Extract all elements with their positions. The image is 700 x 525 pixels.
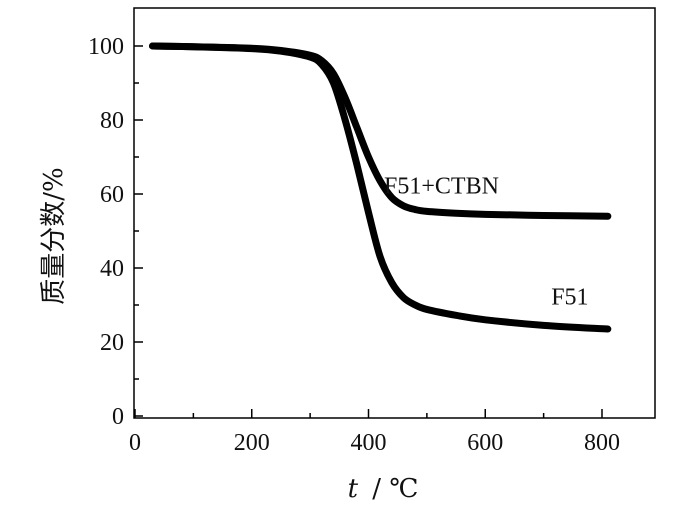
y-tick-label: 20 [100,330,124,356]
plot-frame [133,7,656,419]
y-axis-label: 质量分数/% [39,167,69,304]
x-tick-label: 400 [351,430,387,456]
y-tick-label: 60 [100,182,124,208]
y-tick-label: 0 [112,404,124,430]
x-tick-label: 600 [467,430,503,456]
x-tick-labels: 0 200 400 600 800 [129,430,620,456]
y-tick-label: 80 [100,108,124,134]
x-axis-label: t / ℃ [348,474,419,504]
series-label-0: F51+CTBN [384,173,499,199]
series-line-0 [149,42,612,220]
y-tick-label: 40 [100,256,124,282]
y-tick-labels: 0 20 40 60 80 100 [88,34,124,430]
y-tick-label: 100 [88,34,124,60]
x-tick-label: 200 [234,430,270,456]
axis-ticks [134,45,603,418]
x-tick-label: 800 [584,430,620,456]
series-label-1: F51 [551,284,588,310]
x-axis-variable: t [348,474,359,504]
series-group: F51+CTBN F51 [149,42,612,333]
x-axis-unit: / ℃ [372,474,418,504]
series-line-1 [149,42,612,333]
x-tick-label: 0 [129,430,141,456]
